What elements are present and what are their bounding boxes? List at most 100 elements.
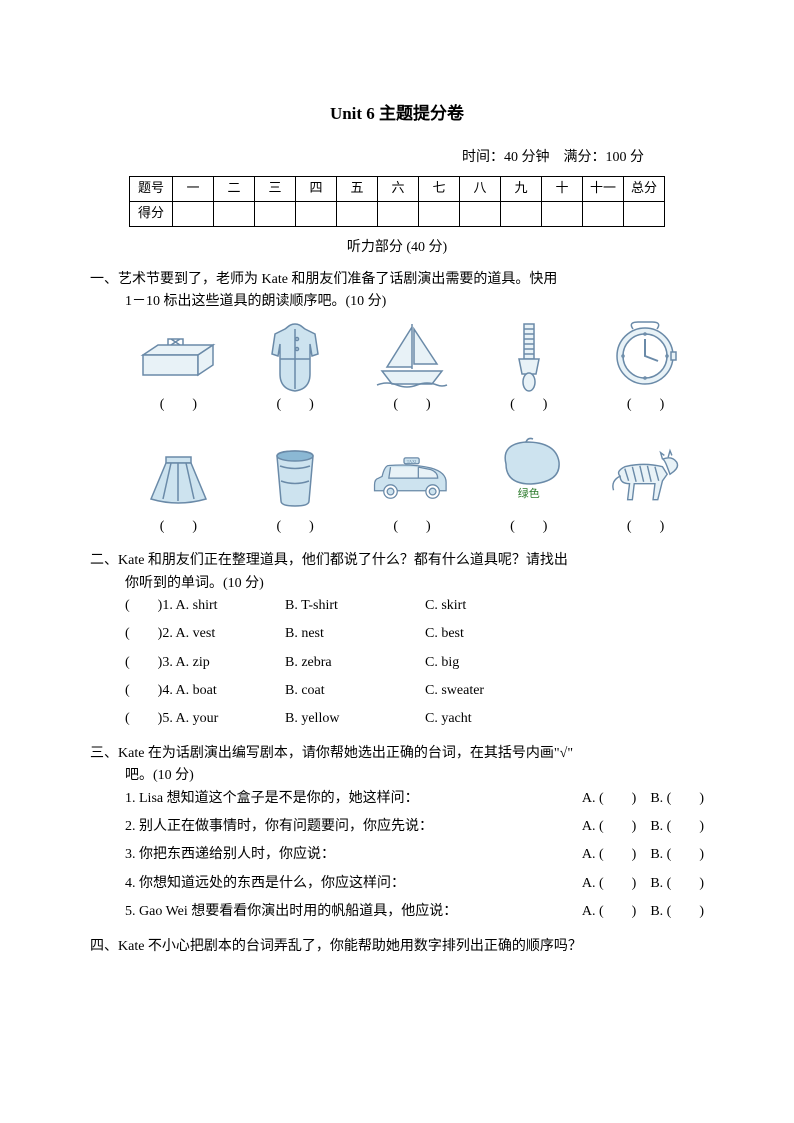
time-label: 时间：40 分钟 [462, 150, 550, 165]
q3-row: 2. 别人正在做事情时，你有问题要问，你应先说：A. ( ) B. ( ) [125, 816, 704, 838]
taxi-icon: TAXI [372, 444, 452, 514]
table-row: 得分 [130, 201, 665, 226]
q1-img-row1 [90, 322, 704, 392]
q3-text: 2. 别人正在做事情时，你有问题要问，你应先说： [125, 816, 582, 838]
q2-b: B. T-shirt [285, 595, 425, 617]
q2-row: ( )5. A. yourB. yellowC. yacht [125, 708, 704, 730]
watch-icon [606, 322, 686, 392]
q1-section: 一、艺术节要到了，老师为 Kate 和朋友们准备了话剧演出需要的道具。快用 1－… [90, 269, 704, 538]
score-cell: 五 [337, 176, 378, 201]
q3-optB: B. ( ) [650, 819, 704, 834]
q3-opts: A. ( ) B. ( ) [582, 844, 704, 866]
q1-head: 一、艺术节要到了，老师为 Kate 和朋友们准备了话剧演出需要的道具。快用 [90, 269, 704, 291]
zebra-icon [606, 444, 686, 514]
q3-opts: A. ( ) B. ( ) [582, 873, 704, 895]
paren: ( ) [362, 516, 462, 538]
paren: ( ) [479, 516, 579, 538]
q2-a: ( )3. A. zip [125, 652, 285, 674]
q3-list: 1. Lisa 想知道这个盒子是不是你的，她这样问：A. ( ) B. ( ) … [125, 788, 704, 924]
score-cell [583, 201, 624, 226]
score-cell [378, 201, 419, 226]
score-cell: 四 [296, 176, 337, 201]
q2-a: ( )2. A. vest [125, 623, 285, 645]
q2-c: C. yacht [425, 708, 565, 730]
skirt-icon [138, 444, 218, 514]
score-cell [173, 201, 214, 226]
score-cell [460, 201, 501, 226]
q3-head: 三、Kate 在为话剧演出编写剧本，请你帮她选出正确的台词，在其括号内画"√" [90, 743, 704, 765]
score-cell: 六 [378, 176, 419, 201]
score-cell [542, 201, 583, 226]
q3-sub: 吧。(10 分) [90, 765, 704, 787]
green-label: 绿色 [518, 486, 540, 504]
q2-table: ( )1. A. shirtB. T-shirtC. skirt ( )2. A… [125, 595, 704, 731]
q3-optA: A. ( ) [582, 791, 636, 806]
q3-optA: A. ( ) [582, 819, 636, 834]
score-cell [255, 201, 296, 226]
q3-opts: A. ( ) B. ( ) [582, 816, 704, 838]
score-cell: 十 [542, 176, 583, 201]
q3-text: 5. Gao Wei 想要看看你演出时用的帆船道具，他应说： [125, 901, 582, 923]
score-table: 题号 一 二 三 四 五 六 七 八 九 十 十一 总分 得分 [129, 176, 665, 227]
q2-c: C. sweater [425, 680, 565, 702]
paren: ( ) [596, 394, 696, 416]
listening-section-label: 听力部分 (40 分) [90, 237, 704, 259]
q2-row: ( )1. A. shirtB. T-shirtC. skirt [125, 595, 704, 617]
cup-icon [255, 444, 335, 514]
q1-paren-row1: ( ) ( ) ( ) ( ) ( ) [90, 394, 704, 416]
score-cell: 十一 [583, 176, 624, 201]
score-cell [419, 201, 460, 226]
score-cell [501, 201, 542, 226]
score-cell: 八 [460, 176, 501, 201]
q3-optA: A. ( ) [582, 847, 636, 862]
score-cell: 一 [173, 176, 214, 201]
q3-opts: A. ( ) B. ( ) [582, 901, 704, 923]
svg-text:TAXI: TAXI [407, 459, 417, 464]
coat-icon [255, 322, 335, 392]
q3-row: 5. Gao Wei 想要看看你演出时用的帆船道具，他应说：A. ( ) B. … [125, 901, 704, 923]
q4-head: 四、Kate 不小心把剧本的台词弄乱了，你能帮助她用数字排列出正确的顺序吗？ [90, 936, 704, 958]
q2-b: B. coat [285, 680, 425, 702]
q2-a: ( )4. A. boat [125, 680, 285, 702]
q3-row: 4. 你想知道远处的东西是什么，你应这样问：A. ( ) B. ( ) [125, 873, 704, 895]
q3-section: 三、Kate 在为话剧演出编写剧本，请你帮她选出正确的台词，在其括号内画"√" … [90, 743, 704, 924]
score-cell: 得分 [130, 201, 173, 226]
score-cell: 题号 [130, 176, 173, 201]
q2-c: C. best [425, 623, 565, 645]
q2-row: ( )2. A. vestB. nestC. best [125, 623, 704, 645]
q2-section: 二、Kate 和朋友们正在整理道具，他们都说了什么？都有什么道具呢？请找出 你听… [90, 550, 704, 731]
score-cell [337, 201, 378, 226]
q2-b: B. nest [285, 623, 425, 645]
q3-text: 3. 你把东西递给别人时，你应说： [125, 844, 582, 866]
score-cell [296, 201, 337, 226]
q3-opts: A. ( ) B. ( ) [582, 788, 704, 810]
q2-c: C. big [425, 652, 565, 674]
score-cell: 九 [501, 176, 542, 201]
paren: ( ) [245, 516, 345, 538]
q3-optA: A. ( ) [582, 876, 636, 891]
q3-row: 1. Lisa 想知道这个盒子是不是你的，她这样问：A. ( ) B. ( ) [125, 788, 704, 810]
shoebox-icon [138, 322, 218, 392]
q3-optB: B. ( ) [650, 847, 704, 862]
q3-text: 1. Lisa 想知道这个盒子是不是你的，她这样问： [125, 788, 582, 810]
q3-optA: A. ( ) [582, 904, 636, 919]
q1-paren-row2: ( ) ( ) ( ) ( ) ( ) [90, 516, 704, 538]
q3-optB: B. ( ) [650, 791, 704, 806]
q2-b: B. zebra [285, 652, 425, 674]
q3-text: 4. 你想知道远处的东西是什么，你应这样问： [125, 873, 582, 895]
score-cell: 三 [255, 176, 296, 201]
zipper-icon [489, 322, 569, 392]
page-title: Unit 6 主题提分卷 [90, 100, 704, 127]
q2-row: ( )3. A. zipB. zebraC. big [125, 652, 704, 674]
q3-row: 3. 你把东西递给别人时，你应说：A. ( ) B. ( ) [125, 844, 704, 866]
time-score-line: 时间：40 分钟 满分：100 分 [90, 147, 704, 169]
fullscore-label: 满分：100 分 [564, 150, 645, 165]
q2-b: B. yellow [285, 708, 425, 730]
score-cell: 七 [419, 176, 460, 201]
q2-a: ( )5. A. your [125, 708, 285, 730]
q2-c: C. skirt [425, 595, 565, 617]
q4-section: 四、Kate 不小心把剧本的台词弄乱了，你能帮助她用数字排列出正确的顺序吗？ [90, 936, 704, 958]
paren: ( ) [245, 394, 345, 416]
q2-a: ( )1. A. shirt [125, 595, 285, 617]
q3-optB: B. ( ) [650, 876, 704, 891]
